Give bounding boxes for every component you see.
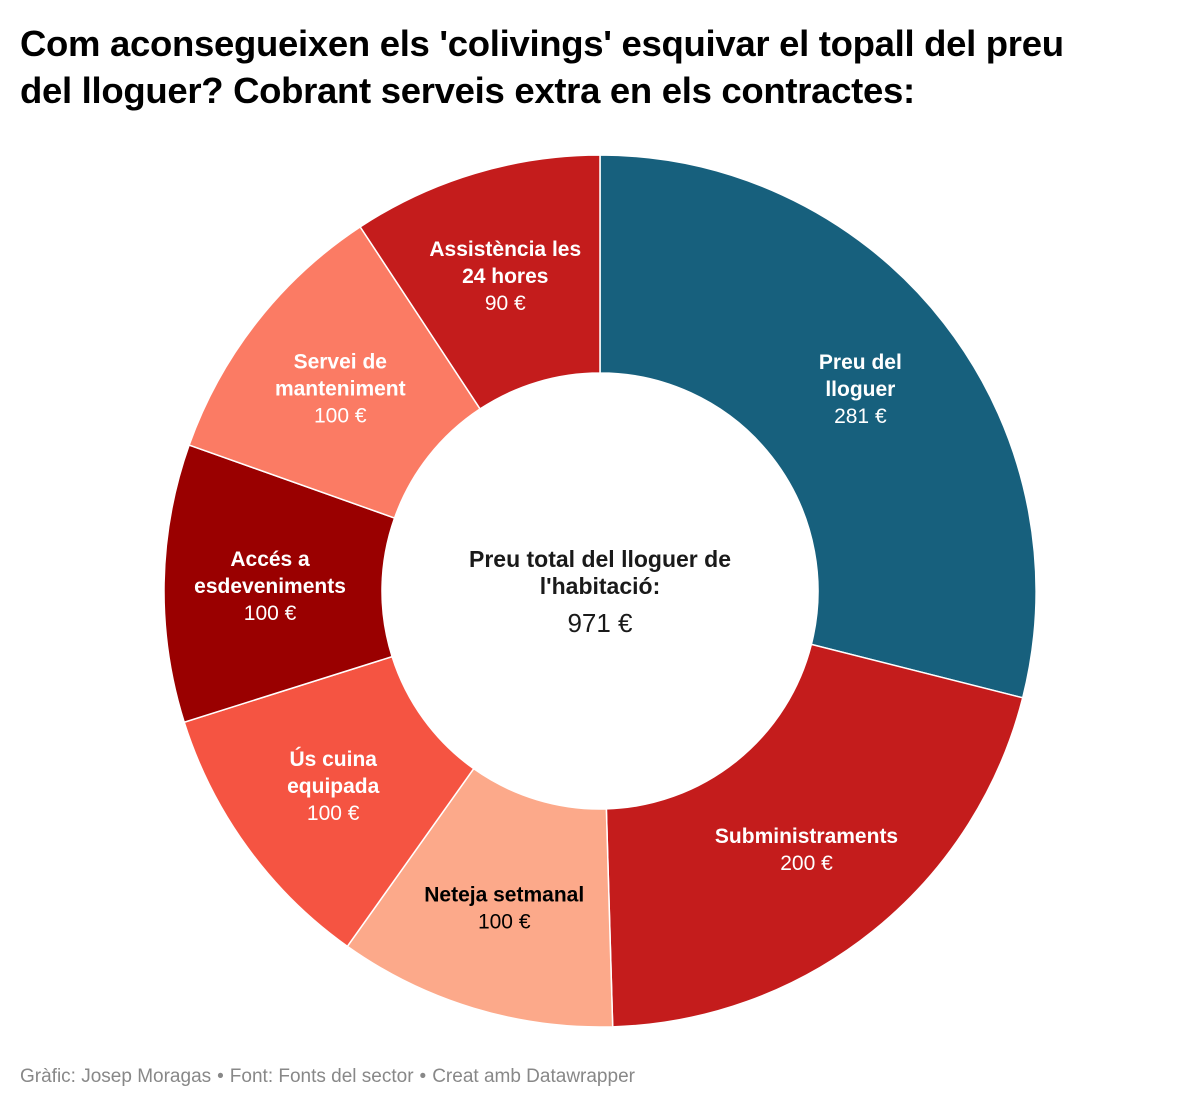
slice-label-name: equipada bbox=[287, 775, 380, 798]
donut-slice bbox=[605, 643, 1024, 1028]
slice-label-name: 24 hores bbox=[462, 265, 548, 288]
footer-separator: • bbox=[419, 1066, 427, 1087]
slice-label: Accés a esdeveniments 100 € bbox=[194, 548, 346, 625]
footer-credit: Gràfic: Josep Moragas bbox=[20, 1066, 212, 1087]
slice-label-name: Ús cuina bbox=[289, 747, 377, 771]
slice-label: Preu del lloguer 281 € bbox=[819, 351, 902, 428]
donut-slice bbox=[599, 154, 1037, 699]
chart-title-line-2: del lloguer? Cobrant serveis extra en el… bbox=[20, 70, 915, 111]
slice-label-name: Assistència les bbox=[429, 238, 581, 261]
slice-value-label: 90 € bbox=[485, 292, 526, 315]
slice-label: Ús cuina equipada 100 € bbox=[287, 747, 380, 825]
slice-label-name: esdeveniments bbox=[194, 575, 346, 598]
center-label-line-1: Preu total del lloguer de bbox=[469, 546, 731, 572]
chart-title-line-1: Com aconsegueixen els 'colivings' esquiv… bbox=[20, 23, 1064, 64]
slice-value-label: 100 € bbox=[478, 910, 531, 933]
donut-center: Preu total del lloguer de l'habitació: 9… bbox=[469, 546, 731, 638]
chart-footer: Gràfic: Josep Moragas • Font: Fonts del se… bbox=[20, 1066, 635, 1088]
donut-slice-labels: Preu del lloguer 281 € Subministraments 200 … bbox=[194, 238, 902, 933]
slice-label: Servei de manteniment 100 € bbox=[275, 350, 406, 427]
slice-label-name: Subministraments bbox=[715, 825, 898, 848]
footer-separator: • bbox=[217, 1066, 224, 1087]
donut-slice bbox=[346, 767, 614, 1028]
donut-slice bbox=[359, 154, 601, 410]
footer-tool: Creat amb Datawrapper bbox=[432, 1066, 635, 1087]
slice-label-name: Neteja setmanal bbox=[424, 883, 584, 906]
chart-title: Com aconsegueixen els 'colivings' esquiv… bbox=[20, 20, 1190, 114]
center-total-value: 971 € bbox=[567, 608, 633, 638]
slice-label-name: Preu del bbox=[819, 351, 902, 374]
slice-value-label: 100 € bbox=[307, 802, 360, 825]
slice-label: Neteja setmanal 100 € bbox=[424, 883, 584, 933]
center-label-line-2: l'habitació: bbox=[540, 573, 660, 599]
slice-value-label: 281 € bbox=[834, 405, 887, 428]
donut-slice bbox=[183, 655, 475, 948]
slice-label: Assistència les 24 hores 90 € bbox=[429, 238, 581, 315]
donut-slices bbox=[163, 154, 1037, 1028]
slice-value-label: 100 € bbox=[244, 602, 297, 625]
footer-source: Font: Fonts del sector bbox=[229, 1066, 414, 1087]
slice-label: Subministraments 200 € bbox=[715, 825, 898, 875]
slice-label-name: lloguer bbox=[825, 378, 895, 401]
donut-slice bbox=[163, 444, 396, 724]
slice-value-label: 100 € bbox=[314, 404, 367, 427]
slice-label-name: Accés a bbox=[230, 548, 310, 571]
slice-label-name: Servei de bbox=[294, 350, 387, 373]
slice-label-name: manteniment bbox=[275, 377, 406, 400]
slice-value-label: 200 € bbox=[780, 852, 833, 875]
